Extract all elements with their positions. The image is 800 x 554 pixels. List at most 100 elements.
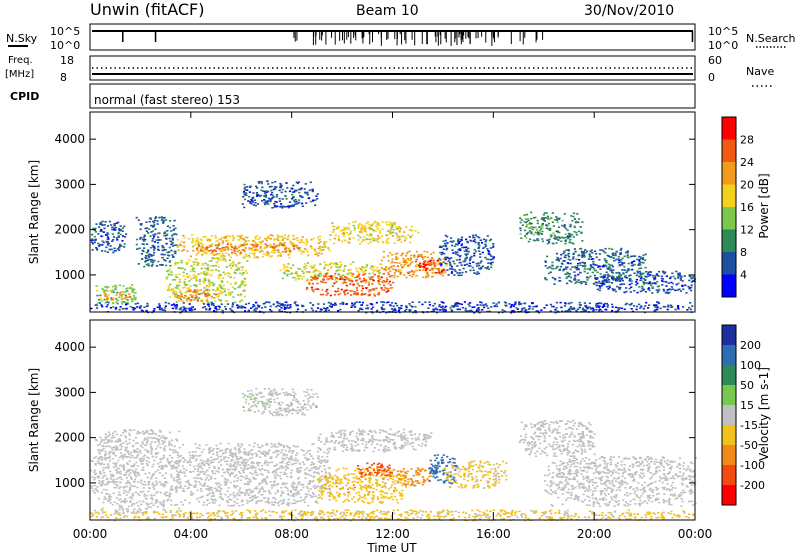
data-cell	[169, 493, 172, 495]
data-cell	[465, 250, 468, 253]
data-cell	[202, 249, 205, 252]
data-cell	[438, 305, 441, 308]
data-cell	[265, 202, 268, 205]
data-cell	[436, 259, 440, 262]
data-cell	[154, 441, 157, 443]
data-cell	[418, 301, 421, 303]
data-cell	[328, 238, 332, 241]
data-cell	[577, 218, 581, 220]
data-cell	[606, 306, 609, 308]
data-cell	[669, 277, 672, 280]
data-cell	[98, 451, 101, 453]
data-cell	[518, 302, 521, 304]
data-cell	[95, 307, 99, 309]
data-cell	[654, 309, 657, 312]
data-cell	[216, 261, 219, 263]
data-cell	[247, 309, 250, 312]
data-cell	[164, 438, 167, 440]
data-cell	[291, 196, 295, 199]
data-cell	[635, 281, 638, 283]
data-cell	[98, 243, 102, 246]
data-cell	[610, 256, 613, 258]
data-cell	[552, 268, 555, 270]
data-cell	[438, 267, 441, 270]
data-cell	[255, 192, 258, 194]
data-cell	[428, 269, 431, 271]
data-cell	[595, 302, 598, 305]
data-cell	[105, 442, 108, 444]
data-cell	[298, 191, 301, 194]
data-cell	[574, 282, 577, 284]
data-cell	[398, 227, 401, 229]
data-cell	[114, 430, 117, 433]
data-cell	[377, 277, 380, 280]
data-cell	[358, 301, 361, 303]
data-cell	[273, 206, 276, 208]
data-cell	[151, 230, 154, 232]
data-cell	[136, 432, 139, 434]
data-cell	[100, 300, 103, 302]
data-cell	[208, 285, 211, 288]
data-cell	[119, 472, 122, 475]
data-cell	[465, 256, 468, 259]
data-cell	[385, 267, 388, 269]
data-cell	[354, 306, 357, 308]
data-cell	[113, 247, 116, 250]
data-cell	[243, 290, 246, 292]
data-cell	[555, 301, 558, 304]
data-cell	[129, 501, 132, 503]
data-cell	[341, 278, 344, 280]
data-cell	[343, 268, 346, 270]
data-cell	[305, 288, 308, 291]
data-cell	[111, 437, 114, 439]
data-cell	[337, 235, 340, 238]
data-cell	[167, 461, 170, 463]
data-cell	[105, 457, 108, 459]
data-cell	[480, 239, 483, 242]
data-cell	[270, 185, 273, 188]
data-cell	[141, 469, 144, 471]
data-cell	[206, 249, 209, 252]
data-cell	[349, 230, 353, 233]
data-cell	[482, 306, 486, 309]
data-cell	[569, 262, 572, 265]
data-cell	[112, 492, 115, 494]
data-cell	[203, 251, 206, 254]
data-cell	[317, 252, 320, 254]
data-cell	[165, 237, 168, 240]
data-cell	[109, 470, 112, 473]
data-cell	[106, 244, 109, 246]
data-cell	[215, 308, 219, 311]
data-cell	[176, 262, 179, 264]
data-cell	[153, 249, 156, 251]
data-cell	[134, 470, 137, 473]
data-cell	[148, 503, 151, 505]
data-cell	[684, 284, 687, 287]
data-cell	[158, 306, 161, 309]
data-cell	[134, 291, 137, 294]
data-cell	[145, 442, 149, 444]
data-cell	[357, 225, 360, 228]
data-cell	[430, 261, 433, 264]
data-cell	[479, 261, 482, 264]
data-cell	[449, 261, 452, 264]
data-cell	[147, 436, 150, 439]
data-cell	[321, 249, 324, 251]
data-cell	[123, 225, 126, 228]
data-cell	[216, 287, 219, 289]
data-cell	[586, 306, 590, 309]
data-cell	[130, 287, 133, 289]
data-cell	[524, 302, 527, 305]
data-cell	[339, 269, 342, 271]
data-cell	[363, 270, 366, 273]
data-cell	[536, 232, 539, 235]
data-cell	[221, 240, 224, 242]
data-cell	[176, 246, 179, 248]
data-cell	[91, 487, 94, 490]
data-cell	[137, 481, 140, 483]
data-cell	[99, 436, 102, 439]
data-cell	[237, 286, 240, 289]
data-cell	[432, 310, 435, 312]
data-cell	[409, 304, 412, 307]
data-cell	[167, 462, 170, 465]
